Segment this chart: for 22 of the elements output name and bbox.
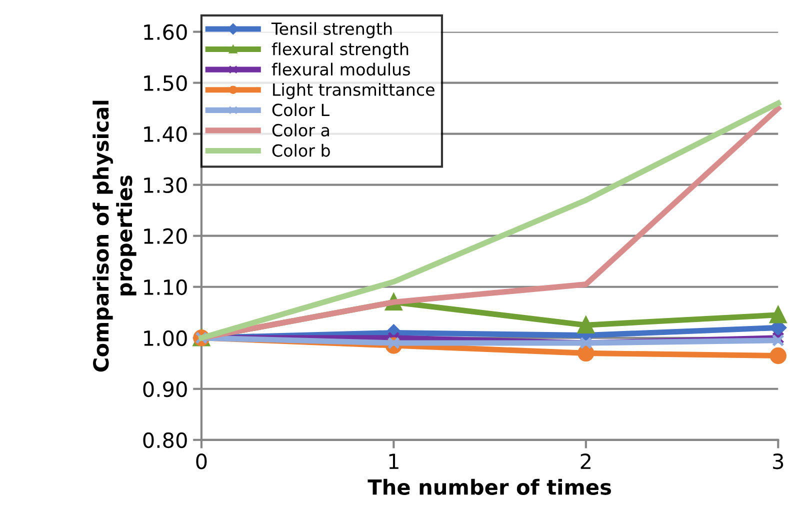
legend-label: Color L (272, 103, 330, 116)
x-tick-label: 3 (773, 453, 784, 470)
y-tick-label: 0.80 (143, 432, 187, 448)
legend-label: flexural strength (272, 42, 408, 59)
y-axis-title: Comparison of physical properties (92, 100, 136, 372)
legend-label: Light transmittance (273, 83, 434, 100)
y-tick-label: 1.00 (144, 330, 187, 346)
y-tick-label: 1.10 (144, 279, 187, 296)
legend-label: Color a (272, 124, 329, 137)
legend-label: flexural modulus (272, 62, 410, 76)
legend-label: Tensil strength (271, 22, 392, 38)
legend-label: Color b (272, 144, 330, 157)
x-tick-label: 0 (196, 453, 207, 470)
x-tick-label: 1 (389, 454, 398, 469)
x-tick-label: 2 (580, 453, 590, 469)
y-tick-label: 1.30 (144, 177, 187, 194)
y-tick-label: 1.20 (144, 228, 187, 244)
y-tick-label: 1.60 (144, 24, 187, 40)
y-tick-label: 1.50 (144, 75, 187, 92)
y-tick-label: 1.40 (144, 126, 187, 142)
x-axis-title: The number of times (368, 478, 611, 495)
y-tick-label: 0.90 (143, 381, 187, 398)
